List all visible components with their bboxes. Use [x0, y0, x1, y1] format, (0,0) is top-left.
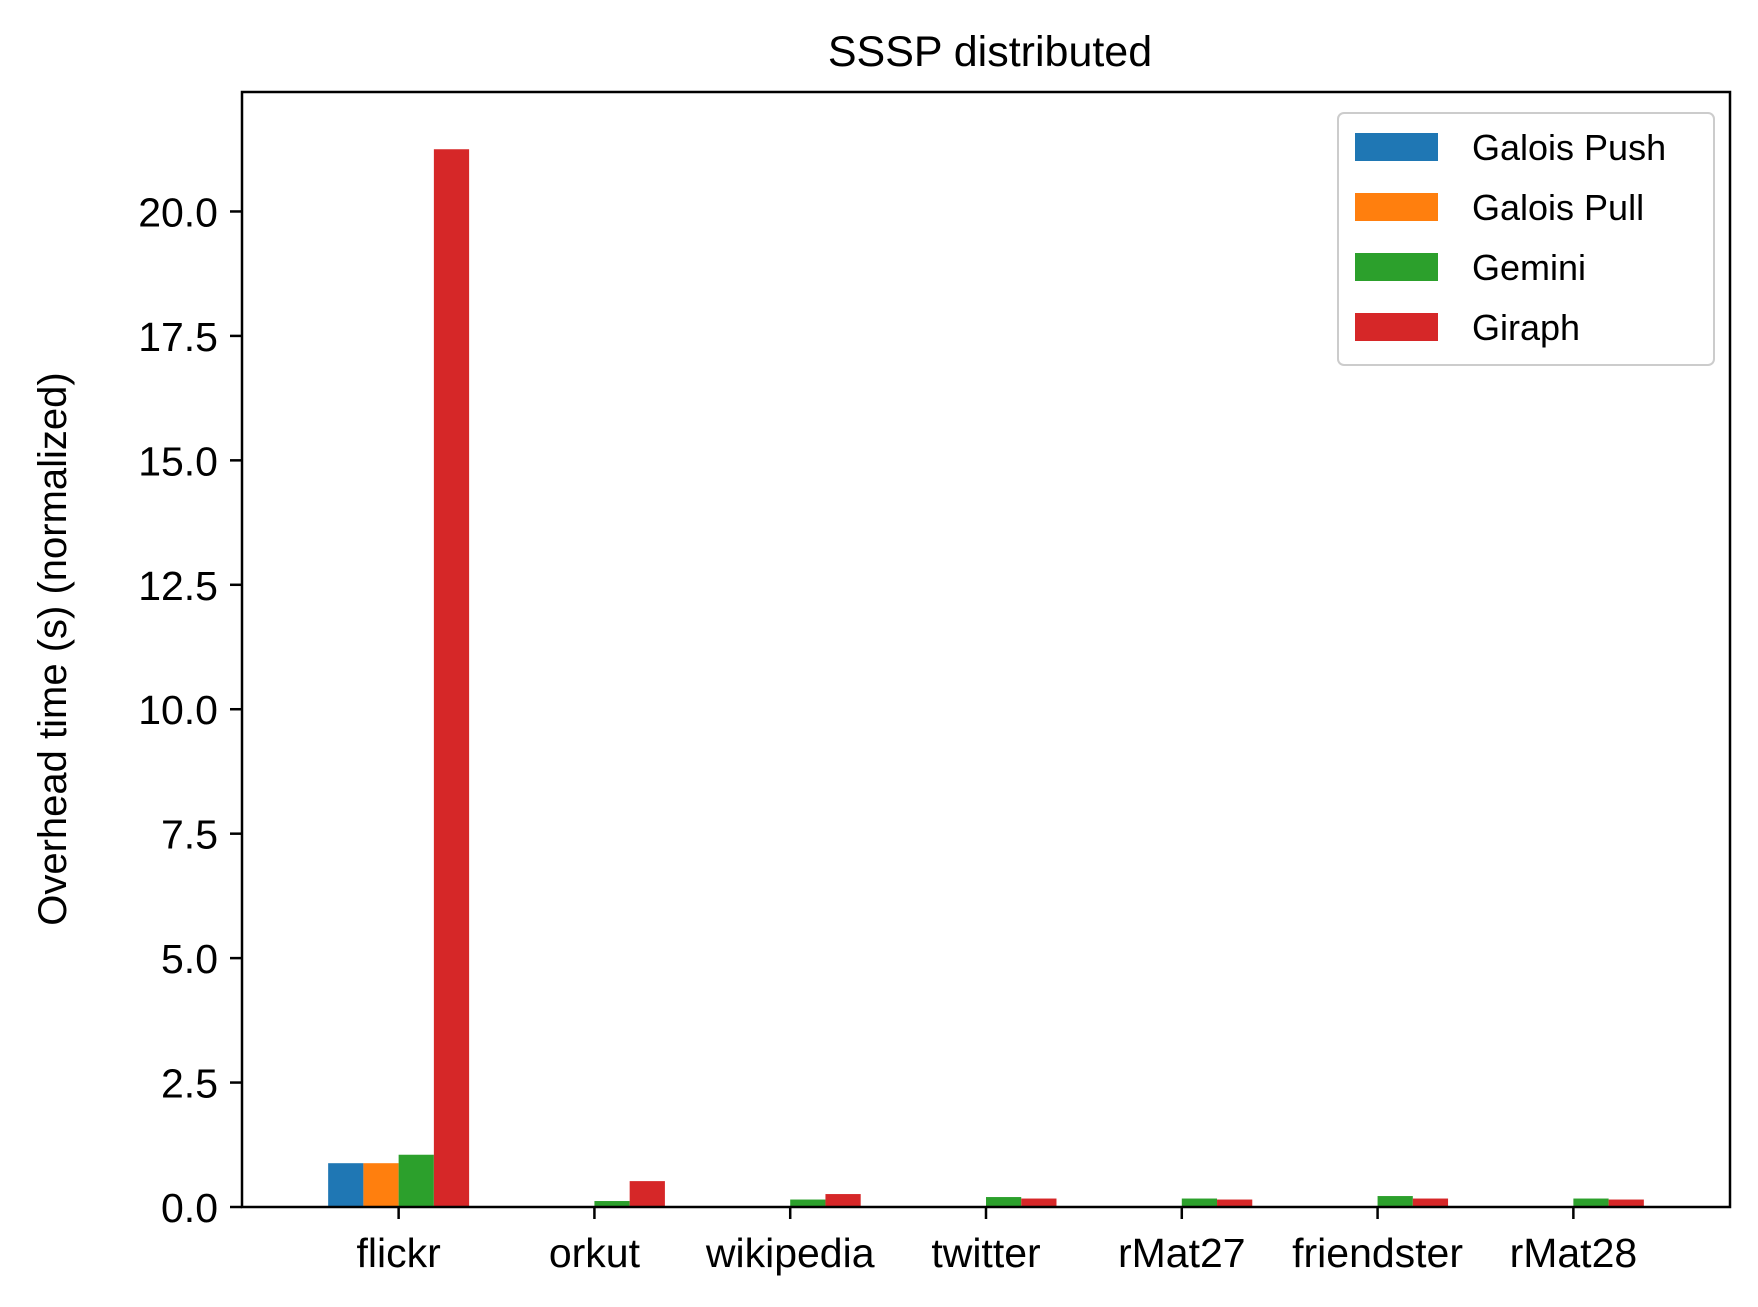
bar-gemini-orkut [594, 1201, 630, 1207]
x-tick-label: friendster [1292, 1230, 1463, 1276]
legend-label: Galois Pull [1472, 187, 1644, 228]
bar-giraph-friendster [1412, 1198, 1449, 1207]
plot-frame [240, 90, 1732, 1209]
legend-swatch [1355, 133, 1438, 161]
bar-giraph-wikipedia [825, 1194, 861, 1207]
bar-giraph-twitter [1021, 1198, 1057, 1207]
y-tick-label: 12.5 [138, 563, 218, 609]
bar-giraph-orkut [629, 1181, 665, 1207]
bar-gemini-twitter [986, 1197, 1022, 1207]
legend-label: Galois Push [1472, 127, 1666, 168]
y-tick-label: 15.0 [138, 438, 218, 484]
y-tick-label: 5.0 [161, 936, 218, 982]
x-tick-label: wikipedia [705, 1230, 875, 1276]
x-tick-label: flickr [356, 1230, 440, 1276]
y-tick-label: 7.5 [161, 812, 218, 858]
bar-gemini-flickr [398, 1154, 434, 1207]
bar-gemini-friendster [1377, 1196, 1413, 1207]
legend-swatch [1355, 313, 1438, 341]
x-axis: flickr orkut wikipedia twitter rMat27 friends… [356, 1207, 1637, 1276]
bar-gemini-rMat27 [1181, 1198, 1218, 1207]
legend-box [1337, 112, 1715, 366]
legend-label: Giraph [1472, 307, 1580, 348]
bar-gemini-wikipedia [790, 1199, 826, 1207]
bars-group [328, 149, 1644, 1208]
bar-giraph-rMat28 [1608, 1199, 1644, 1207]
chart-title: SSSP distributed [828, 28, 1152, 76]
legend-swatch [1355, 193, 1438, 221]
bar-galois-pull-flickr [363, 1163, 399, 1207]
x-tick-label: orkut [549, 1230, 641, 1276]
legend-swatch [1355, 253, 1438, 281]
y-axis: 0.0 2.5 5.0 7.5 10.0 12.5 15.0 17.5 20.0 [138, 189, 242, 1231]
y-axis-label: Overhead time (s) (normalized) [31, 372, 75, 926]
y-tick-label: 0.0 [161, 1185, 218, 1231]
y-tick-label: 20.0 [138, 189, 218, 235]
legend-label: Gemini [1472, 247, 1586, 288]
bar-giraph-rMat27 [1217, 1199, 1253, 1207]
bar-galois-push-flickr [328, 1163, 364, 1207]
x-tick-label: rMat27 [1118, 1230, 1246, 1276]
y-tick-label: 2.5 [161, 1061, 218, 1107]
legend: Galois Push Galois Pull Gemini Giraph [1337, 112, 1715, 366]
y-tick-label: 10.0 [138, 687, 218, 733]
x-tick-label: twitter [931, 1230, 1040, 1276]
bar-gemini-rMat28 [1573, 1198, 1609, 1207]
bar-giraph-flickr [433, 149, 470, 1208]
y-tick-label: 17.5 [138, 314, 218, 360]
x-tick-label: rMat28 [1510, 1230, 1638, 1276]
